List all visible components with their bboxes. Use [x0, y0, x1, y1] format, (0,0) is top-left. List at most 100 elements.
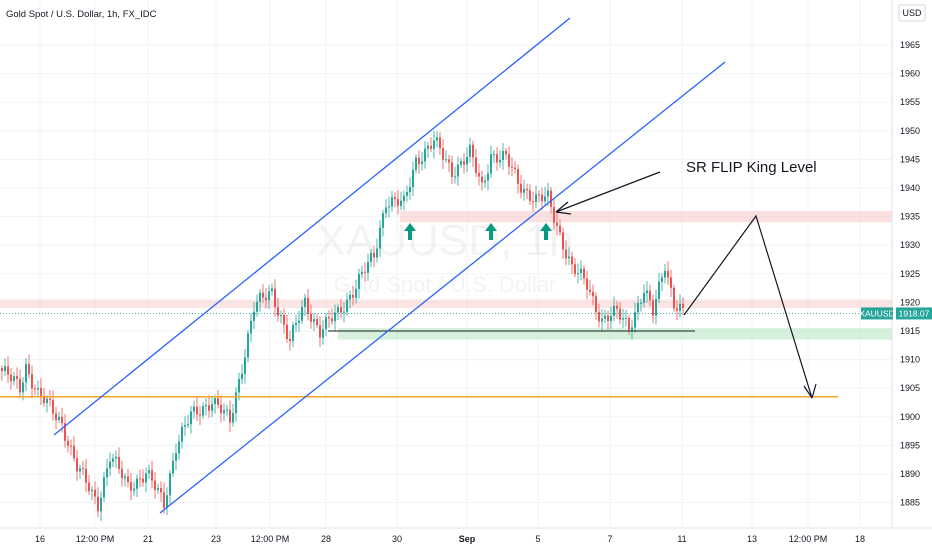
candle-body — [7, 366, 9, 375]
y-tick-label: 1915 — [900, 326, 920, 336]
candle-body — [367, 261, 369, 273]
candle-body — [415, 157, 417, 170]
price-axis-panel — [892, 0, 932, 528]
y-tick-label: 1950 — [900, 126, 920, 136]
projection-path[interactable] — [683, 214, 817, 399]
resistance-zone[interactable] — [0, 299, 892, 309]
candle-body — [523, 188, 525, 193]
candle-body — [196, 406, 198, 415]
candle-body — [520, 183, 522, 193]
candle-body — [598, 312, 600, 322]
candle-body — [325, 317, 327, 330]
candle-body — [658, 281, 660, 300]
channel-lower-line[interactable] — [159, 61, 726, 514]
candle-body — [547, 190, 549, 197]
candle-body — [25, 363, 27, 383]
candle-body — [508, 154, 510, 167]
candle-body — [46, 398, 48, 403]
annotation-arrowhead-icon — [555, 201, 572, 215]
candle-body — [133, 488, 135, 491]
y-tick-label: 1945 — [900, 154, 920, 164]
candle-body — [13, 376, 15, 381]
candle-body — [22, 382, 24, 393]
price-axis[interactable]: 1885 1890 1895 1900 1905 1910 1915 1920 1925 1930… — [900, 40, 920, 508]
candle-body — [682, 303, 684, 308]
support-zone[interactable] — [338, 328, 892, 340]
candle-body — [229, 409, 231, 423]
candle-body — [625, 317, 627, 319]
x-tick-label: 5 — [535, 534, 540, 544]
up-arrow-markers — [404, 223, 552, 240]
channel-upper-line[interactable] — [53, 17, 571, 436]
candle-body — [469, 144, 471, 157]
candle-body — [481, 176, 483, 183]
candle-body — [679, 303, 681, 311]
candle-body — [559, 225, 561, 233]
candle-body — [553, 206, 555, 223]
x-tick-label: 7 — [607, 534, 612, 544]
candle-body — [544, 196, 546, 202]
candle-body — [238, 378, 240, 393]
sr-flip-zone[interactable] — [400, 210, 892, 223]
candle-body — [652, 300, 654, 316]
current-price-badge: XAUUSD 1918.07 — [859, 307, 932, 320]
candle-body — [85, 468, 87, 483]
candle-body — [613, 305, 615, 316]
currency-button[interactable] — [898, 4, 926, 22]
y-tick-label: 1900 — [900, 412, 920, 422]
y-tick-label: 1920 — [900, 297, 920, 307]
candle-body — [373, 252, 375, 258]
candle-body — [19, 378, 21, 393]
candle-body — [643, 293, 645, 303]
candle-body — [163, 492, 165, 508]
candle-body — [571, 256, 573, 265]
candle-body — [49, 398, 51, 400]
candle-body — [331, 318, 333, 322]
candle-body — [88, 482, 90, 492]
candle-body — [550, 190, 552, 207]
candle-body — [139, 478, 141, 480]
candle-body — [202, 406, 204, 416]
candle-body — [265, 297, 267, 301]
candle-body — [403, 195, 405, 201]
candle-body — [1, 368, 3, 372]
candle-body — [673, 287, 675, 309]
candle-body — [253, 311, 255, 321]
candle-body — [94, 489, 96, 497]
candle-body — [127, 476, 129, 483]
candle-body — [166, 495, 168, 508]
y-tick-label: 1955 — [900, 97, 920, 107]
candle-body — [187, 424, 189, 426]
candle-body — [259, 292, 261, 302]
candle-body — [433, 140, 435, 149]
candle-body — [526, 188, 528, 191]
candle-body — [634, 312, 636, 328]
candle-body — [502, 150, 504, 161]
y-tick-label: 1925 — [900, 269, 920, 279]
sr-flip-annotation[interactable]: SR FLIP King Level — [555, 159, 817, 215]
candle-body — [172, 460, 174, 474]
price-badge-symbol-box — [861, 307, 893, 320]
candle-body — [280, 315, 282, 317]
x-tick-label: 12:00 PM — [76, 534, 115, 544]
x-tick-label: 18 — [855, 534, 865, 544]
candle-body — [439, 137, 441, 149]
candle-body — [73, 445, 75, 459]
candle-body — [478, 173, 480, 177]
candle-body — [352, 294, 354, 298]
candle-body — [592, 291, 594, 297]
candle-body — [532, 200, 534, 202]
candle-body — [121, 469, 123, 479]
candle-body — [316, 319, 318, 326]
time-axis[interactable]: 16 12:00 PM 21 23 12:00 PM 28 30 Sep 5 7 11 13 12:00… — [35, 534, 865, 544]
candle-body — [250, 320, 252, 334]
candle-body — [175, 453, 177, 461]
candle-body — [310, 313, 312, 322]
candle-body — [193, 406, 195, 412]
candle-body — [421, 161, 423, 165]
candle-body — [223, 410, 225, 414]
candle-body — [343, 311, 345, 313]
candle-body — [661, 277, 663, 282]
